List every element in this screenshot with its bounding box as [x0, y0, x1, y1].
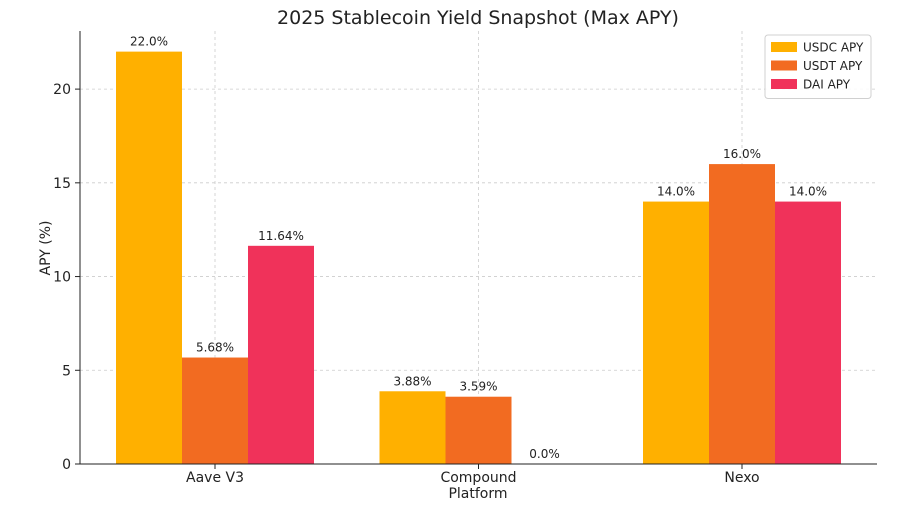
bar: [248, 245, 314, 464]
legend: USDC APY USDT APY DAI APY: [764, 34, 872, 99]
bar-value-label: 5.68%: [196, 341, 234, 355]
x-tick-label: Aave V3: [186, 470, 244, 486]
chart-title: 2025 Stablecoin Yield Snapshot (Max APY): [277, 7, 679, 29]
bar: [643, 201, 709, 465]
bar-value-label: 14.0%: [789, 185, 827, 199]
bar: [445, 396, 512, 464]
y-tick-label: 0: [62, 457, 71, 473]
bar-value-label: 0.0%: [529, 447, 560, 461]
y-tick-label: 5: [62, 363, 71, 379]
x-axis-label: Platform: [448, 486, 507, 502]
bars: [116, 51, 841, 465]
y-tick-label: 10: [53, 270, 71, 286]
legend-swatch: [771, 42, 797, 52]
data-labels: 22.0% 3.88% 14.0% 5.68% 3.59% 16.0% 11.64% 0.0%…: [130, 35, 827, 461]
bar-value-label: 16.0%: [723, 147, 761, 161]
y-axis-label: APY (%): [38, 221, 54, 276]
legend-label: DAI APY: [803, 78, 851, 92]
bar-value-label: 11.64%: [258, 229, 304, 243]
x-tick-label: Nexo: [724, 470, 759, 486]
legend-label: USDC APY: [803, 41, 864, 55]
legend-swatch: [771, 60, 797, 71]
legend-label: USDT APY: [803, 59, 863, 73]
bar-value-label: 14.0%: [657, 185, 695, 199]
bar-value-label: 3.59%: [459, 380, 497, 394]
bar: [379, 391, 446, 464]
bar-value-label: 22.0%: [130, 35, 168, 49]
y-tick-label: 20: [53, 82, 71, 98]
bar: [775, 201, 841, 465]
legend-swatch: [771, 79, 797, 89]
bar: [709, 164, 775, 464]
axes: 0 5 10 15 20 Aave V3 Compound Nexo: [53, 31, 877, 486]
bar: [116, 51, 182, 464]
x-tick-label: Compound: [440, 470, 516, 486]
y-tick-label: 15: [53, 176, 71, 192]
bar-value-label: 3.88%: [393, 374, 431, 388]
bar: [182, 357, 248, 464]
